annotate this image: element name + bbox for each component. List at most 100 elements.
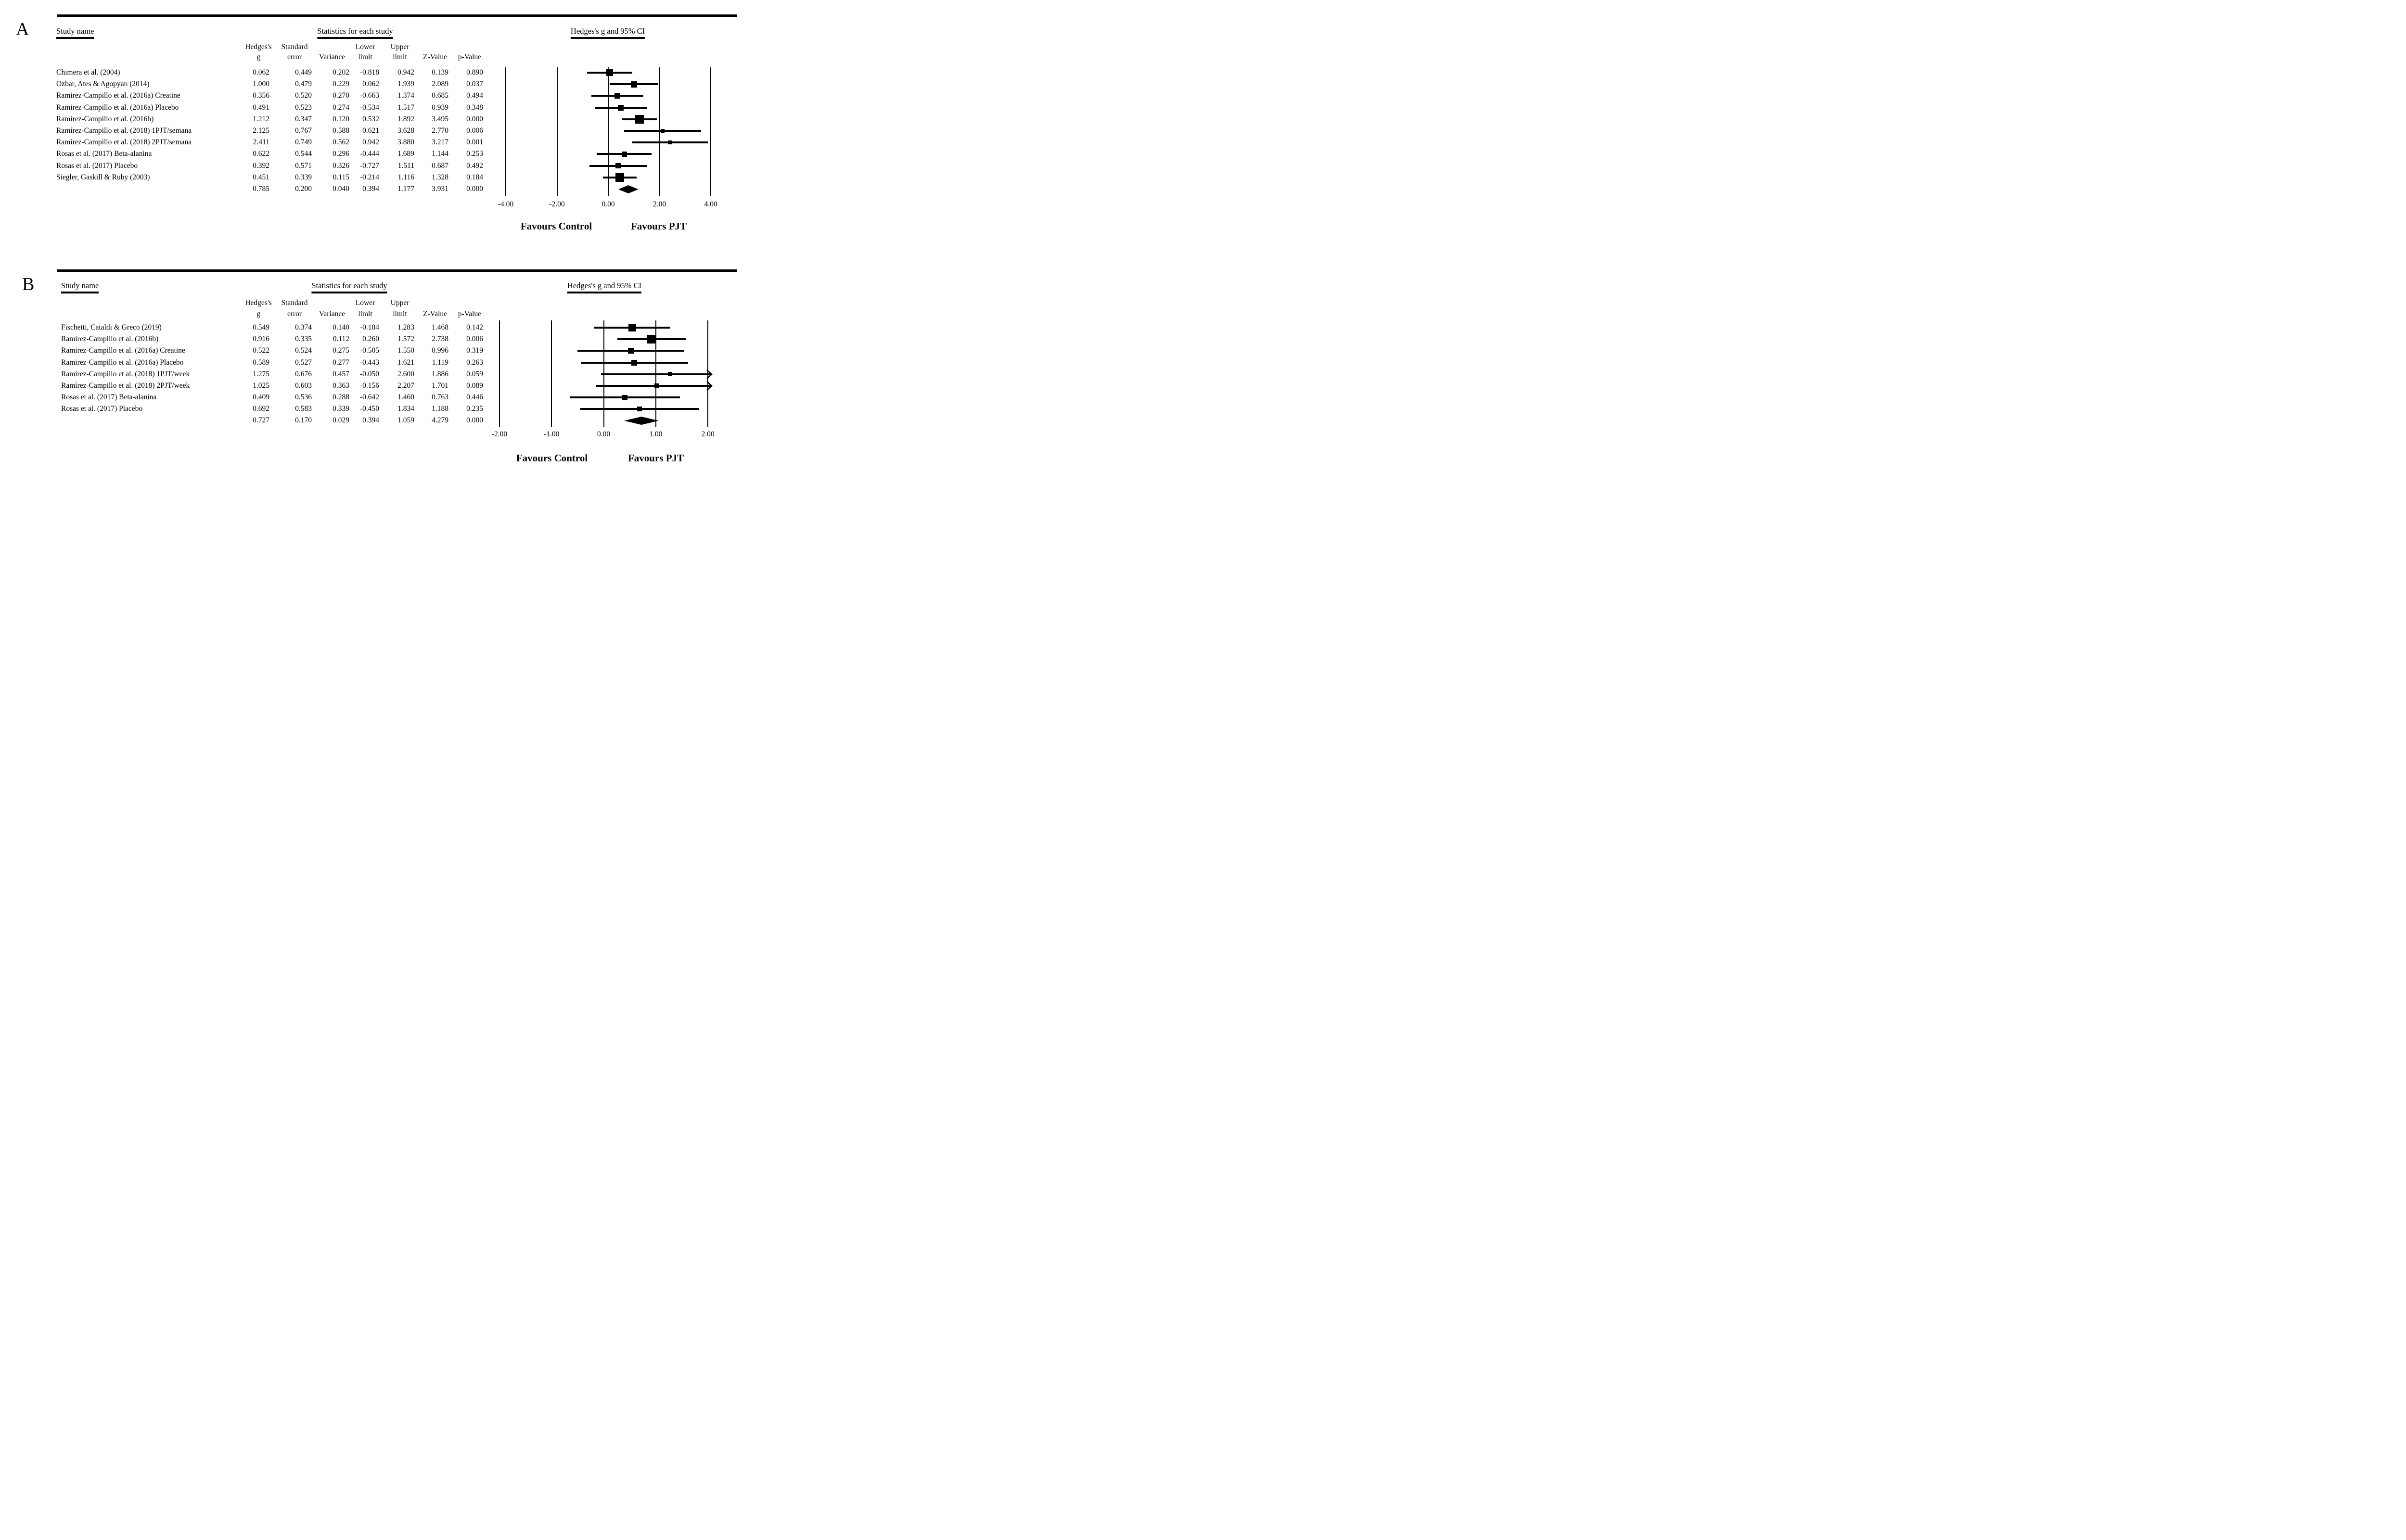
stat-cell-g: 0.392 [253,161,269,170]
stat-cell-se: 0.449 [295,68,312,76]
forest-plot-figure: A Study name Statistics for each study H… [0,0,751,475]
panel-top-rule [57,14,737,17]
stat-cell-z: 0.763 [432,393,448,402]
summary-cell-se: 0.170 [295,416,312,424]
stat-cell-lower: -0.727 [359,161,379,170]
effect-square [606,69,614,76]
stat-cell-upper: 1.374 [397,91,414,100]
stat-cell-p: 0.348 [466,103,483,112]
stat-cell-lower: 0.942 [362,138,379,147]
stat-cell-upper: 1.517 [397,103,414,112]
stat-cell-lower: -0.444 [359,150,379,158]
stat-cell-lower: -0.642 [359,393,379,402]
effect-square [628,348,634,354]
summary-cell-z: 4.279 [432,416,448,424]
stat-cell-upper: 1.511 [397,161,414,170]
stat-cell-p: 0.037 [466,80,483,89]
stat-cell-lower: -0.443 [359,358,379,367]
stat-cell-z: 2.089 [432,80,448,89]
gridline [505,67,506,196]
stat-cell-p: 0.446 [466,393,483,402]
stat-cell-lower: -0.450 [359,405,379,413]
study-name-cell: Rosas et al. (2017) Beta-alanina [56,150,152,158]
stat-cell-z: 1.188 [432,405,448,413]
effect-square [631,359,638,366]
panel-A: A Study name Statistics for each study H… [0,0,751,475]
tick-label: 1.00 [649,430,663,438]
stat-cell-g: 0.522 [253,346,269,355]
study-name-cell: Ramirez-Campillo et al. (2016a) Creatine [56,91,180,100]
column-header-top: Lower [355,43,375,51]
plot-header: Hedges's g and 95% CI [570,27,645,39]
stat-cell-lower: 0.532 [362,115,379,123]
stat-cell-var: 0.115 [333,173,349,181]
column-header-bottom: Variance [319,53,346,61]
study-name-cell: Ramírez-Campillo et al. (2018) 1PJT/week [61,369,190,378]
stat-cell-lower: -0.663 [359,91,379,100]
stat-cell-var: 0.270 [333,91,349,100]
effect-square [635,115,644,124]
effect-square [630,81,637,88]
effect-square [615,173,625,182]
stat-cell-upper: 3.628 [397,127,414,135]
tick-label: -1.00 [544,430,560,438]
stat-cell-lower: -0.184 [359,323,379,331]
column-header-bottom: g [256,53,260,61]
study-name-cell: Chimera et al. (2004) [56,68,120,76]
ci-line [601,373,711,375]
stat-cell-var: 0.277 [333,358,349,367]
stat-cell-se: 0.347 [295,115,312,123]
stat-cell-var: 0.120 [333,115,349,123]
stat-cell-var: 0.229 [333,80,349,89]
effect-square [614,93,620,99]
stat-cell-var: 0.288 [333,393,349,402]
effect-square [668,372,673,377]
stats-header: Statistics for each study [317,27,393,39]
stat-cell-g: 1.025 [253,382,269,390]
plot-header: Hedges's g and 95% CI [567,281,642,293]
effect-square [628,324,636,331]
column-header-bottom: g [256,310,260,318]
effect-square [618,104,624,111]
effect-square [654,383,660,388]
stat-cell-z: 0.139 [432,68,448,76]
stat-cell-z: 0.685 [432,91,448,100]
stat-cell-g: 0.589 [253,358,269,367]
stat-cell-se: 0.749 [295,138,312,147]
stat-cell-p: 0.001 [466,138,483,147]
stat-cell-upper: 1.834 [397,405,414,413]
ci-arrowhead-right [706,381,713,391]
stat-cell-z: 3.495 [432,115,448,123]
stat-cell-upper: 0.942 [397,68,414,76]
study-name-cell: Rosas et al. (2017) Placebo [56,161,138,170]
stat-cell-p: 0.089 [466,382,483,390]
stat-cell-p: 0.235 [466,405,483,413]
stat-cell-g: 0.491 [253,103,269,112]
favours-control-label: Favours Control [520,220,592,232]
study-name-cell: Ramírez-Campillo et al. (2018) 1PJT/sema… [56,127,192,135]
stat-cell-p: 0.319 [466,346,483,355]
tick-label: 0.00 [602,200,615,208]
stat-cell-upper: 1.689 [397,150,414,158]
effect-square [661,129,665,133]
stat-cell-var: 0.202 [333,68,349,76]
stat-cell-g: 2.411 [253,138,269,147]
stat-cell-var: 0.274 [333,103,349,112]
summary-cell-p: 0.000 [466,185,483,193]
stat-cell-p: 0.006 [466,127,483,135]
stat-cell-lower: -0.156 [359,382,379,390]
stat-cell-lower: 0.062 [362,80,379,89]
stat-cell-upper: 3.880 [397,138,414,147]
tick-label: 2.00 [701,430,715,438]
study-name-cell: Siegler, Gaskill & Ruby (2003) [56,173,150,181]
stat-cell-g: 2.125 [253,127,269,135]
stat-cell-upper: 1.283 [397,323,414,331]
column-header-bottom: Variance [319,310,346,318]
stat-cell-lower: -0.050 [359,369,379,378]
study-name-cell: Rosas et al. (2017) Placebo [61,405,143,413]
stat-cell-g: 0.916 [253,335,269,344]
stat-cell-se: 0.767 [295,127,312,135]
stat-cell-se: 0.479 [295,80,312,89]
stat-cell-z: 1.701 [432,382,448,390]
stat-cell-p: 0.494 [466,91,483,100]
